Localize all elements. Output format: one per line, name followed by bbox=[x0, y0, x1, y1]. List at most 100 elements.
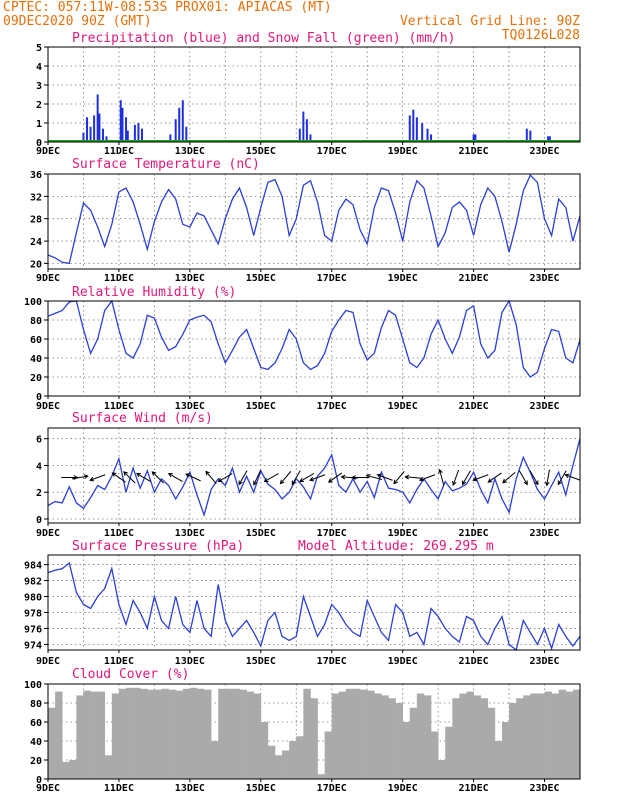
cloud-bar bbox=[267, 745, 276, 779]
y-tick-label: 80 bbox=[30, 316, 42, 327]
y-tick-label: 978 bbox=[24, 608, 42, 619]
cloud-bar bbox=[374, 693, 382, 779]
y-tick-label: 6 bbox=[36, 435, 42, 446]
wind-arrow bbox=[404, 474, 422, 480]
plot-frame bbox=[47, 300, 581, 397]
y-tick-label: 36 bbox=[30, 170, 42, 181]
cloud-bar bbox=[473, 695, 481, 779]
x-tick-label: 9DEC bbox=[36, 783, 60, 794]
cloud-bar bbox=[388, 698, 396, 779]
precip-bar bbox=[96, 94, 99, 142]
x-tick-label: 13DEC bbox=[175, 273, 205, 284]
x-tick-label: 21DEC bbox=[459, 656, 489, 667]
cloud-bar bbox=[338, 691, 347, 779]
y-tick-label: 20 bbox=[30, 373, 42, 384]
precip-bar bbox=[474, 134, 477, 142]
cloud-bar bbox=[232, 688, 240, 779]
wind-arrow bbox=[472, 474, 489, 482]
header-code: TQ0126L028 bbox=[502, 28, 580, 43]
precip-bar bbox=[309, 134, 312, 142]
precip-bar bbox=[89, 126, 92, 142]
panel-pressure: 974 976 978 980 982 984 9DEC 11DEC 13DEC 15DEC 17D… bbox=[24, 539, 581, 667]
cloud-bar bbox=[182, 688, 191, 779]
wind-arrow bbox=[135, 472, 151, 482]
cloud-bar bbox=[90, 691, 98, 779]
wind-arrow bbox=[217, 473, 233, 483]
x-tick-label: 11DEC bbox=[104, 528, 134, 539]
y-tick-label: 2 bbox=[36, 488, 42, 499]
y-tick-label: 0 bbox=[36, 392, 42, 403]
cloud-bar bbox=[253, 693, 262, 779]
x-tick-label: 9DEC bbox=[36, 656, 60, 667]
cloud-bar bbox=[565, 691, 574, 779]
wind-arrow bbox=[518, 470, 528, 486]
cloud-bar bbox=[289, 741, 297, 779]
plot-frame bbox=[47, 46, 581, 143]
wind-arrow bbox=[89, 474, 106, 482]
wind-arrow bbox=[167, 472, 183, 482]
cloud-bar bbox=[353, 688, 361, 779]
cloud-bar bbox=[140, 688, 148, 779]
series-line bbox=[47, 173, 581, 265]
y-tick-label: 40 bbox=[30, 354, 42, 365]
x-tick-label: 11DEC bbox=[104, 273, 134, 284]
y-tick-label: 0 bbox=[36, 138, 42, 149]
wind-arrow bbox=[205, 470, 217, 484]
precip-bar bbox=[174, 119, 177, 142]
cloud-bar bbox=[445, 726, 453, 779]
cloud-bar bbox=[551, 693, 560, 779]
cloud-bar bbox=[104, 755, 113, 779]
precip-bar bbox=[119, 100, 122, 142]
precip-bar bbox=[169, 134, 172, 142]
plot-frame bbox=[47, 427, 581, 524]
x-tick-label: 17DEC bbox=[317, 273, 347, 284]
panel-precipitation: 0 1 2 3 4 5 9DEC 11DEC 13DEC 15DEC 17DEC 19DEC 21DEC… bbox=[36, 31, 581, 157]
cloud-bar bbox=[303, 688, 311, 779]
cloud-bar bbox=[509, 703, 517, 779]
panel-humidity: 0 20 40 60 80 100 9DEC 11DEC 13DEC 15DEC 17DEC 19DE… bbox=[24, 285, 581, 412]
wind-arrow bbox=[438, 468, 445, 486]
header-grid-note: Vertical Grid Line: 90Z bbox=[400, 14, 580, 29]
cloud-bar bbox=[409, 707, 418, 779]
y-tick-label: 20 bbox=[30, 259, 42, 270]
plot-frame bbox=[47, 683, 581, 780]
wind-arrow bbox=[253, 470, 262, 486]
y-tick-label: 20 bbox=[30, 756, 42, 767]
wind-arrow bbox=[452, 469, 460, 487]
cloud-bar bbox=[218, 688, 226, 779]
cloud-bar bbox=[83, 690, 91, 779]
wind-arrow bbox=[351, 475, 369, 480]
wind-arrow bbox=[123, 471, 136, 484]
panel-title: Surface Temperature (nC) bbox=[72, 157, 260, 172]
x-tick-label: 17DEC bbox=[317, 146, 347, 157]
panel-title: Relative Humidity (%) bbox=[72, 285, 236, 300]
cloud-bar bbox=[133, 687, 141, 779]
precip-bar bbox=[412, 109, 415, 142]
cloud-bar bbox=[310, 698, 318, 779]
wind-arrow bbox=[502, 471, 516, 484]
x-tick-label: 21DEC bbox=[459, 146, 489, 157]
x-tick-label: 9DEC bbox=[36, 401, 60, 412]
precip-bar bbox=[133, 124, 136, 142]
x-tick-label: 13DEC bbox=[175, 528, 205, 539]
x-tick-label: 21DEC bbox=[459, 783, 489, 794]
cloud-bar bbox=[416, 693, 425, 779]
y-tick-label: 40 bbox=[30, 737, 42, 748]
cloud-bar bbox=[196, 688, 205, 779]
cloud-bar bbox=[381, 695, 389, 779]
series-line bbox=[47, 561, 581, 652]
cloud-bar bbox=[466, 691, 474, 779]
y-tick-label: 980 bbox=[24, 593, 42, 604]
cloud-bar bbox=[324, 731, 333, 779]
cloud-bar bbox=[530, 693, 538, 779]
cloud-bar bbox=[423, 695, 432, 779]
x-tick-label: 15DEC bbox=[246, 528, 276, 539]
x-tick-label: 23DEC bbox=[529, 273, 559, 284]
precip-bar bbox=[137, 123, 140, 142]
x-tick-label: 23DEC bbox=[529, 656, 559, 667]
cloud-bar bbox=[438, 760, 446, 779]
precip-bar bbox=[140, 128, 143, 142]
x-tick-label: 11DEC bbox=[104, 401, 134, 412]
cloud-bar bbox=[239, 689, 247, 779]
precip-bar bbox=[415, 117, 418, 142]
